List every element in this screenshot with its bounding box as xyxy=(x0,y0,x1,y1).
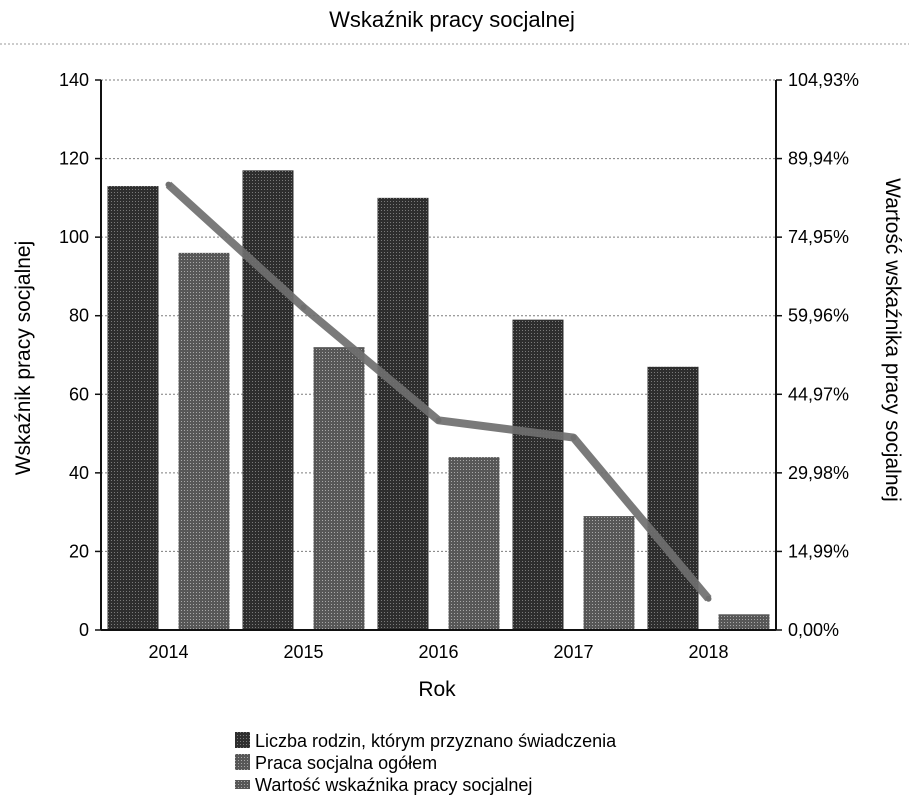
y2-tick-label: 44,97% xyxy=(788,384,849,404)
y-axis-title: Wskaźnik pracy socjalnej xyxy=(12,241,35,476)
y2-tick-label: 59,96% xyxy=(788,306,849,326)
legend-swatch xyxy=(235,732,250,748)
legend-label: Praca socjalna ogółem xyxy=(255,753,437,773)
line-point-2014 xyxy=(165,181,172,188)
y-tick-label: 20 xyxy=(69,541,89,561)
bar-2018-series-2 xyxy=(718,614,770,630)
x-tick-label: 2016 xyxy=(418,642,458,662)
bar-2017-series-1 xyxy=(512,319,564,630)
line-point-2018 xyxy=(705,595,712,602)
bar-2016-series-2 xyxy=(448,457,500,630)
y2-axis-title: Wartość wskaźnika pracy socjalnej xyxy=(881,178,904,502)
y2-tick-label: 104,93% xyxy=(788,70,859,90)
y-tick-label: 80 xyxy=(69,306,89,326)
x-tick-label: 2015 xyxy=(283,642,323,662)
axes xyxy=(100,80,777,631)
bar-2016-series-1 xyxy=(377,197,429,630)
y-tick-label: 60 xyxy=(69,384,89,404)
x-tick-label: 2018 xyxy=(688,642,728,662)
bar-2014-series-2 xyxy=(178,252,230,630)
y-tick-label: 120 xyxy=(59,149,89,169)
y-axis-ticks: 0 20 40 60 80 100 120 140 xyxy=(59,70,101,640)
legend-swatch xyxy=(235,754,250,770)
line-point-2017 xyxy=(570,434,577,441)
x-tick-label: 2017 xyxy=(553,642,593,662)
y2-tick-label: 29,98% xyxy=(788,463,849,483)
chart-title: Wskaźnik pracy socjalnej xyxy=(329,7,575,32)
legend: Liczba rodzin, którym przyznano świadcze… xyxy=(235,731,617,795)
bar-2014-series-1 xyxy=(107,186,159,631)
legend-label: Wartość wskaźnika pracy socjalnej xyxy=(255,775,532,795)
x-axis-title: Rok xyxy=(418,678,456,701)
line-series xyxy=(165,181,712,602)
y-tick-label: 140 xyxy=(59,70,89,90)
x-axis-ticks: 2014 2015 2016 2017 2018 xyxy=(148,642,728,662)
bars xyxy=(107,170,770,631)
legend-label: Liczba rodzin, którym przyznano świadcze… xyxy=(255,731,617,751)
line-point-2015 xyxy=(300,304,307,311)
y-tick-label: 40 xyxy=(69,463,89,483)
line-point-2016 xyxy=(435,417,442,424)
bar-2017-series-2 xyxy=(583,516,635,630)
bar-2015-series-2 xyxy=(313,347,365,630)
y-tick-label: 100 xyxy=(59,227,89,247)
y2-tick-label: 0,00% xyxy=(788,620,839,640)
y2-axis-ticks: 0,00% 14,99% 29,98% 44,97% 59,96% 74,95% 89,94… xyxy=(776,70,859,640)
x-tick-label: 2014 xyxy=(148,642,188,662)
y-tick-label: 0 xyxy=(79,620,89,640)
y2-tick-label: 89,94% xyxy=(788,149,849,169)
y2-tick-label: 14,99% xyxy=(788,541,849,561)
bar-2015-series-1 xyxy=(242,170,294,630)
bar-2018-series-1 xyxy=(647,366,699,630)
legend-swatch xyxy=(235,780,250,789)
y2-tick-label: 74,95% xyxy=(788,227,849,247)
